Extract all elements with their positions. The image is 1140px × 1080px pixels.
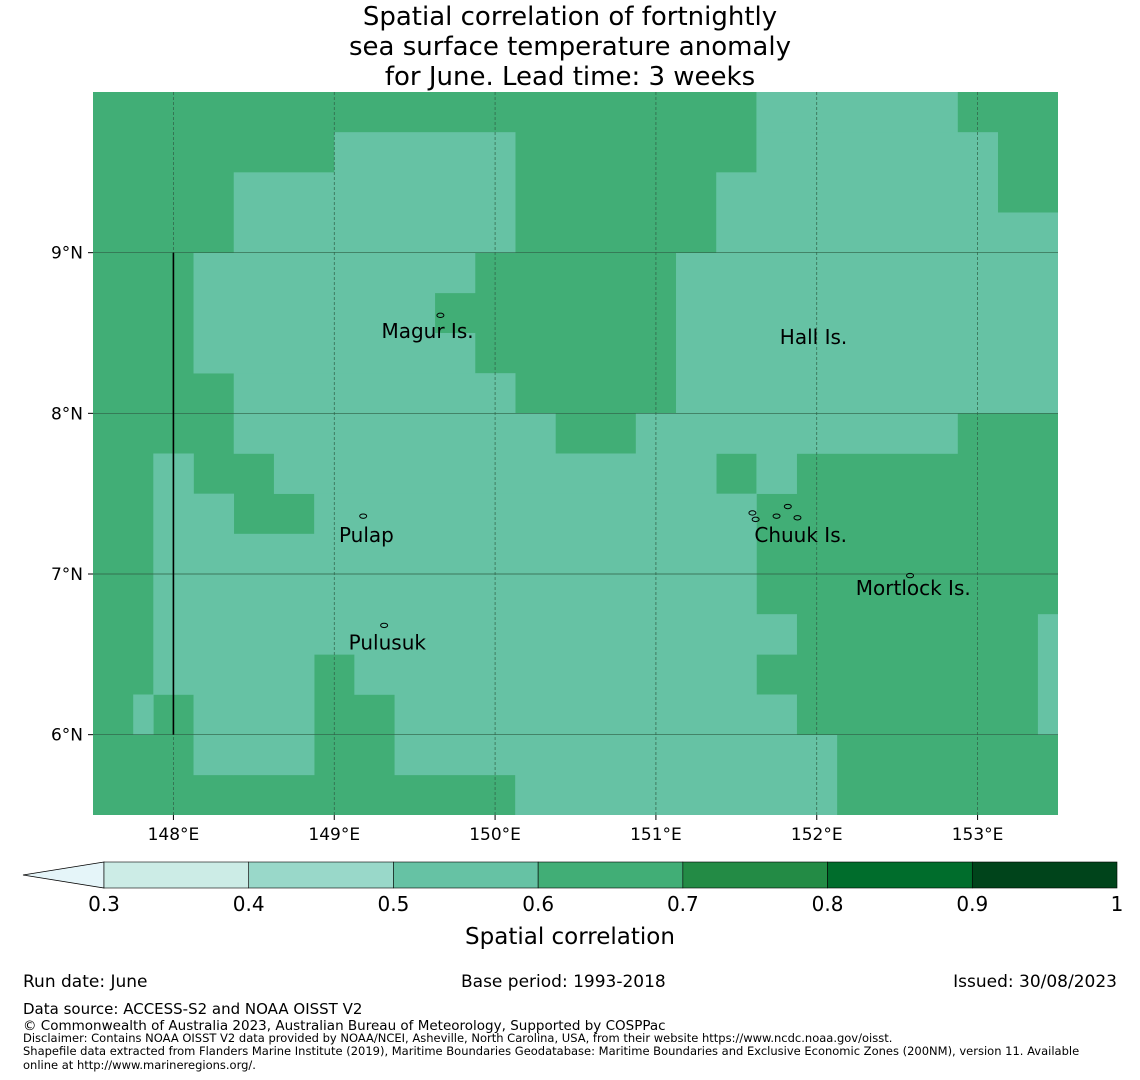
correlation-cell (756, 92, 958, 133)
lon-tick-label: 151°E (630, 825, 682, 845)
correlation-cells (93, 92, 1058, 815)
lon-tick-label: 152°E (791, 825, 843, 845)
colorbar-segment (827, 861, 973, 889)
correlation-cell (233, 654, 315, 776)
colorbar-tick-label: 0.6 (522, 892, 554, 916)
colorbar-tick-label: 0.8 (812, 892, 844, 916)
island-outline (436, 312, 445, 319)
map-title: Spatial correlation of fortnightly sea s… (0, 2, 1140, 92)
correlation-cell (1037, 614, 1058, 735)
correlation-cell (756, 453, 797, 494)
lat-tick-label: 6°N (51, 726, 83, 746)
title-line-3: for June. Lead time: 3 weeks (384, 62, 756, 92)
lon-tick-label: 150°E (469, 825, 521, 845)
correlation-cell (233, 172, 516, 253)
island-outline (359, 513, 368, 519)
correlation-cell (314, 493, 757, 535)
island-outline (748, 510, 757, 516)
data-source: Data source: ACCESS-S2 and NOAA OISST V2 (23, 1000, 363, 1018)
correlation-cell (716, 212, 1058, 253)
colorbar-tick-label: 0.7 (667, 892, 699, 916)
run-date: Run date: June (23, 972, 148, 992)
island-label: Magur Is. (381, 319, 473, 343)
lon-tick-label: 149°E (308, 825, 360, 845)
correlation-cell (756, 614, 797, 655)
correlation-cell (233, 413, 556, 454)
colorbar-tick-label: 0.5 (378, 892, 410, 916)
colorbar-segment (103, 861, 250, 889)
colorbar-tick-label: 0.4 (233, 892, 265, 916)
correlation-cell (635, 413, 958, 454)
lon-tick-label: 148°E (148, 825, 200, 845)
island-label: Chuuk Is. (754, 523, 847, 547)
island-label: Hall Is. (780, 325, 847, 349)
graticule (93, 92, 1058, 815)
issued-date: Issued: 30/08/2023 (953, 972, 1117, 992)
island-label: Pulusuk (349, 631, 427, 655)
correlation-cell (515, 734, 838, 815)
colorbar-tick-label: 1 (1111, 892, 1124, 916)
correlation-map: Magur Is. Hall Is. Pulap Chuuk Is. Mortlock … (93, 92, 1058, 815)
lon-tick-label: 153°E (952, 825, 1004, 845)
correlation-cell (193, 493, 235, 735)
map-axes: 9°N 8°N 7°N 6°N 148°E 149°E 150°E 151°E 152°E 153… (51, 244, 1004, 845)
shapefile-credit: Shapefile data extracted from Flanders M… (23, 1044, 1080, 1058)
correlation-cell (394, 694, 797, 735)
correlation-cell (133, 694, 154, 735)
base-period: Base period: 1993-2018 (461, 972, 666, 992)
correlation-cell (334, 132, 516, 173)
correlation-cell (193, 292, 436, 334)
island-outline (772, 513, 781, 519)
colorbar-segment (393, 861, 539, 889)
correlation-cell (716, 172, 998, 213)
correlation-cell (676, 252, 1058, 414)
island-label: Pulap (339, 523, 394, 547)
island-label: Mortlock Is. (856, 576, 971, 600)
shapefile-url: online at http://www.marineregions.org/. (23, 1058, 256, 1072)
lat-tick-label: 9°N (51, 244, 83, 264)
correlation-cell (354, 654, 757, 695)
disclaimer: Disclaimer: Contains NOAA OISST V2 data … (23, 1031, 893, 1045)
correlation-cell (233, 373, 516, 414)
colorbar-label: Spatial correlation (465, 924, 675, 950)
colorbar-tick-label: 0.3 (88, 892, 120, 916)
colorbar-segment (971, 861, 1118, 889)
correlation-cell (756, 132, 998, 173)
colorbar-segment (248, 861, 394, 889)
island-labels: Magur Is. Hall Is. Pulap Chuuk Is. Mortlock … (339, 312, 971, 655)
island-outline (783, 503, 792, 510)
island-outline (793, 515, 802, 521)
colorbar-under-extend (22, 861, 105, 889)
lat-tick-label: 7°N (51, 565, 83, 585)
island-outline (380, 622, 389, 629)
title-line-2: sea surface temperature anomaly (349, 32, 791, 62)
colorbar-segment (537, 861, 684, 889)
island-outline (906, 572, 915, 579)
colorbar-segment (682, 861, 828, 889)
colorbar-tick-label: 0.9 (956, 892, 988, 916)
title-line-1: Spatial correlation of fortnightly (362, 2, 778, 32)
island-outline (751, 516, 760, 523)
copyright: © Commonwealth of Australia 2023, Austra… (23, 1018, 666, 1034)
lat-tick-label: 8°N (51, 404, 83, 424)
correlation-cell (193, 734, 235, 776)
colorbar: 0.3 0.4 0.5 0.6 0.7 0.8 0.9 1 Spatial correlatio… (22, 861, 1124, 950)
